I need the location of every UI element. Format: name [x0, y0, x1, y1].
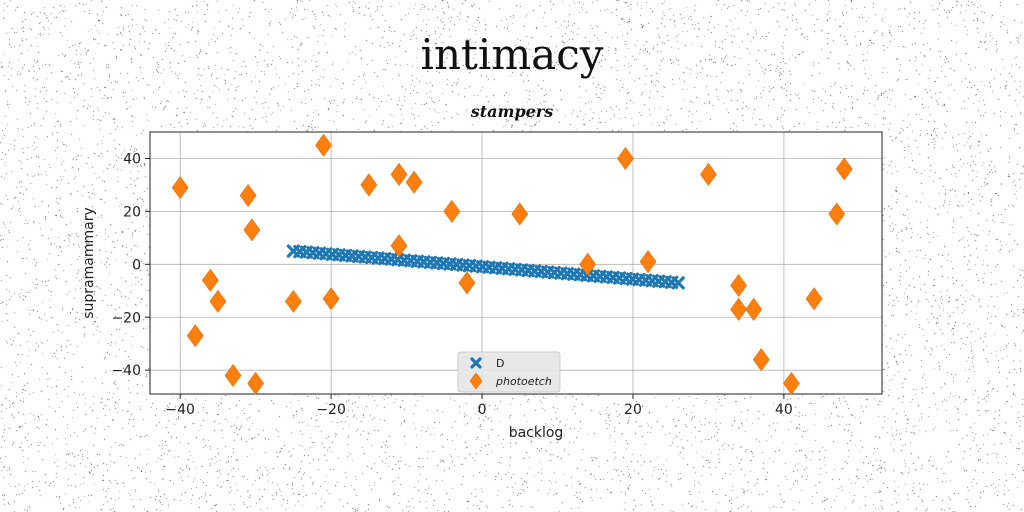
y-tick-label: −20 [111, 310, 141, 326]
point-marker [202, 268, 219, 292]
point-marker [243, 218, 261, 242]
chart-title: intimacy [420, 30, 604, 79]
point-marker [360, 173, 378, 197]
legend-box [457, 351, 561, 393]
point-marker [322, 287, 340, 311]
x-tick-label: 20 [624, 402, 642, 418]
point-marker [617, 146, 634, 170]
y-tick-label: 0 [132, 257, 141, 273]
x-tick-label: −40 [165, 402, 195, 418]
x-tick-label: −20 [316, 402, 346, 418]
legend-marker-d [470, 357, 482, 369]
point-marker [745, 297, 763, 321]
chart-subtitle: stampers [470, 102, 554, 121]
point-marker [285, 289, 302, 313]
point-marker [671, 276, 685, 290]
point-marker [239, 184, 257, 208]
point-marker [639, 250, 657, 274]
series-photoetch [171, 133, 853, 395]
point-marker [579, 252, 597, 276]
y-axis-label: supramammary [81, 207, 97, 319]
point-marker [783, 371, 800, 395]
point-marker [828, 202, 846, 226]
legend-label-photoetch: photoetch [495, 375, 552, 388]
point-marker [443, 199, 461, 223]
point-marker [752, 348, 770, 372]
point-marker [224, 363, 242, 387]
legend-label-d: D [496, 357, 504, 370]
x-tick-label: 0 [478, 402, 487, 418]
x-axis-label: backlog [509, 425, 564, 441]
point-marker [730, 297, 747, 321]
point-marker [511, 202, 529, 226]
point-marker [390, 234, 408, 258]
point-marker [700, 162, 717, 186]
point-marker [805, 287, 823, 311]
point-marker [209, 289, 227, 313]
point-marker [730, 273, 747, 298]
point-marker [835, 157, 853, 181]
series-d [286, 244, 685, 290]
y-tick-label: −40 [111, 363, 141, 379]
legend-marker-photoetch [469, 372, 483, 390]
point-marker [405, 170, 423, 194]
x-tick-label: 40 [775, 402, 793, 418]
point-marker [171, 176, 189, 200]
point-marker [315, 133, 332, 157]
plot-frame [149, 131, 883, 395]
y-tick-label: 20 [123, 204, 141, 220]
point-marker [390, 162, 408, 186]
point-marker [186, 324, 204, 348]
point-marker [247, 371, 265, 395]
point-marker [458, 271, 476, 295]
y-tick-label: 40 [123, 151, 141, 167]
